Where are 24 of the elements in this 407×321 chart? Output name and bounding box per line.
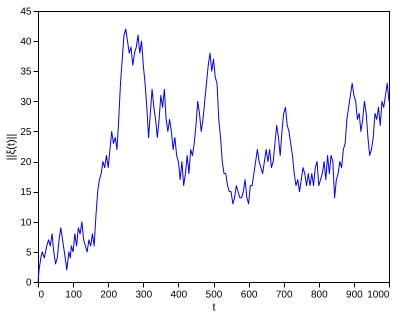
y-axis-title: ||ξ(t)|| <box>5 134 18 160</box>
x-tick-label: 900 <box>346 290 364 300</box>
x-tick-label: 800 <box>310 290 328 300</box>
x-tick-label: 600 <box>240 290 258 300</box>
y-tick-label: 15 <box>20 187 32 198</box>
x-tick-label: 1000 <box>367 290 390 300</box>
x-tick-label: 400 <box>170 290 188 300</box>
x-tick-label: 0 <box>38 290 44 300</box>
y-tick-label: 25 <box>20 126 32 138</box>
x-tick-label: 500 <box>206 290 223 300</box>
y-tick-label: 10 <box>20 217 32 228</box>
y-tick-label: 30 <box>20 96 32 108</box>
y-tick-label: 40 <box>20 36 32 48</box>
x-tick-label: 300 <box>135 290 153 300</box>
y-tick-label: 5 <box>26 247 32 258</box>
x-tick-label: 100 <box>65 290 82 300</box>
x-axis-title: t <box>212 302 216 314</box>
y-tick-label: 35 <box>20 66 32 78</box>
y-tick-label: 0 <box>26 278 32 288</box>
y-tick-label: 20 <box>20 157 32 168</box>
x-tick-label: 200 <box>100 290 118 300</box>
line-series <box>38 28 390 282</box>
x-tick-label: 700 <box>276 290 293 300</box>
y-tick-label: 45 <box>20 6 32 18</box>
